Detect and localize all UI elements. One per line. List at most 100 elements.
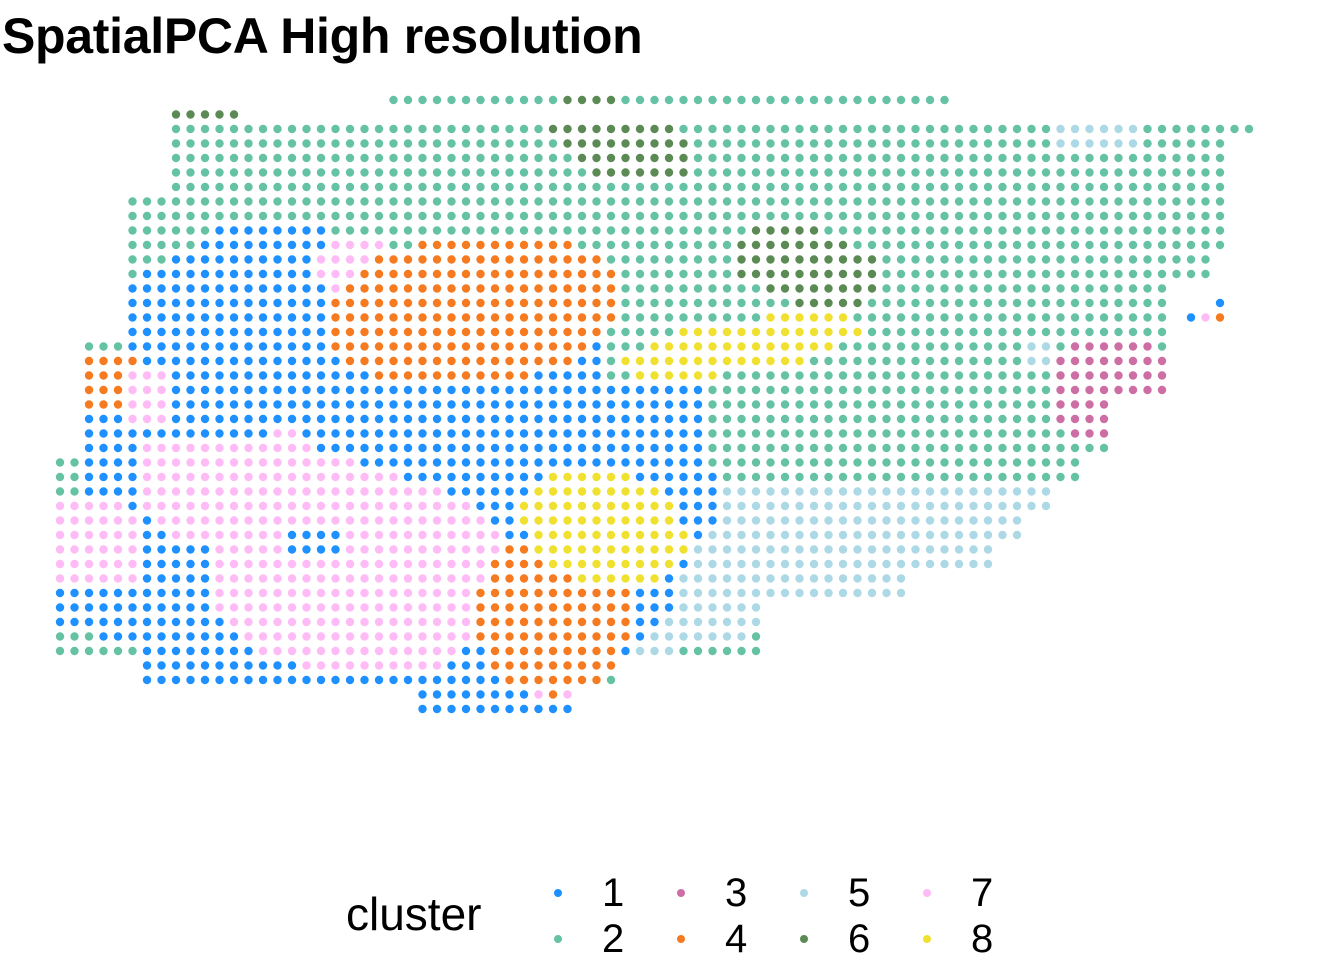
spot-cluster-1 xyxy=(519,400,529,409)
spot-cluster-7 xyxy=(258,632,268,641)
spot-cluster-1 xyxy=(606,414,616,424)
spot-cluster-2 xyxy=(896,429,906,438)
spot-cluster-7 xyxy=(55,501,65,511)
spot-cluster-2 xyxy=(476,168,485,177)
spot-cluster-2 xyxy=(142,255,152,264)
spot-cluster-2 xyxy=(809,124,819,134)
spot-cluster-4 xyxy=(447,342,456,351)
spot-cluster-7 xyxy=(244,487,253,496)
spot-cluster-5 xyxy=(766,545,775,554)
spot-cluster-7 xyxy=(200,472,210,482)
spot-cluster-1 xyxy=(461,690,471,699)
spot-cluster-3 xyxy=(1085,356,1094,366)
spot-cluster-2 xyxy=(954,414,964,424)
spot-cluster-2 xyxy=(1027,327,1036,337)
spot-cluster-4 xyxy=(548,240,558,250)
spot-cluster-1 xyxy=(708,501,717,511)
spot-cluster-2 xyxy=(1041,168,1051,177)
spot-cluster-4 xyxy=(432,342,442,351)
spot-cluster-2 xyxy=(461,139,471,148)
spot-cluster-1 xyxy=(650,458,659,467)
spot-cluster-4 xyxy=(84,385,94,395)
spot-cluster-7 xyxy=(345,240,355,250)
spot-cluster-2 xyxy=(490,197,500,206)
spot-cluster-1 xyxy=(693,429,703,438)
spot-cluster-5 xyxy=(983,559,993,569)
spot-cluster-4 xyxy=(563,327,572,337)
spot-cluster-7 xyxy=(447,545,456,554)
spot-cluster-7 xyxy=(258,516,268,525)
spot-cluster-2 xyxy=(1143,153,1152,163)
spot-cluster-1 xyxy=(490,472,500,482)
spot-cluster-4 xyxy=(563,298,572,308)
spot-cluster-1 xyxy=(157,661,166,670)
spot-cluster-7 xyxy=(447,588,456,598)
spot-cluster-2 xyxy=(287,211,297,221)
spot-cluster-2 xyxy=(809,385,819,395)
spot-cluster-1 xyxy=(476,646,485,656)
spot-cluster-7 xyxy=(302,501,311,511)
spot-cluster-4 xyxy=(490,603,500,612)
spot-cluster-2 xyxy=(766,472,775,482)
spot-cluster-2 xyxy=(867,313,877,322)
spot-cluster-7 xyxy=(200,458,210,467)
spot-cluster-4 xyxy=(490,327,500,337)
spot-cluster-2 xyxy=(1099,284,1109,293)
spot-cluster-1 xyxy=(490,400,500,409)
spot-cluster-5 xyxy=(882,545,891,554)
spot-cluster-2 xyxy=(838,139,848,148)
spot-cluster-2 xyxy=(418,153,427,163)
spot-cluster-2 xyxy=(1143,240,1152,250)
spot-cluster-8 xyxy=(548,516,558,525)
spot-cluster-8 xyxy=(621,501,630,511)
spot-cluster-2 xyxy=(838,168,848,177)
spot-cluster-1 xyxy=(577,414,587,424)
spot-cluster-7 xyxy=(128,400,137,409)
spot-cluster-2 xyxy=(374,226,384,235)
spot-cluster-4 xyxy=(490,342,500,351)
spot-cluster-1 xyxy=(374,400,384,409)
spot-cluster-7 xyxy=(360,530,369,540)
spot-cluster-2 xyxy=(824,197,833,206)
spot-cluster-5 xyxy=(940,516,949,525)
spot-cluster-2 xyxy=(534,168,543,177)
spot-cluster-2 xyxy=(708,255,717,264)
spot-cluster-4 xyxy=(476,240,485,250)
spot-cluster-4 xyxy=(534,313,543,322)
spot-cluster-4 xyxy=(577,327,587,337)
spot-cluster-8 xyxy=(635,545,645,554)
spot-cluster-7 xyxy=(302,559,311,569)
spot-cluster-1 xyxy=(113,588,123,598)
spot-cluster-2 xyxy=(592,197,601,206)
spot-cluster-2 xyxy=(1215,226,1225,235)
spot-cluster-5 xyxy=(940,545,949,554)
spot-cluster-4 xyxy=(505,588,514,598)
spot-cluster-4 xyxy=(418,284,427,293)
spot-cluster-8 xyxy=(693,342,703,351)
spot-cluster-2 xyxy=(737,139,746,148)
spot-cluster-1 xyxy=(374,675,384,685)
spot-cluster-2 xyxy=(838,226,848,235)
spot-cluster-7 xyxy=(403,632,413,641)
spot-cluster-2 xyxy=(679,211,688,221)
spot-cluster-4 xyxy=(548,356,558,366)
spot-cluster-4 xyxy=(389,356,398,366)
spot-cluster-2 xyxy=(403,153,413,163)
spot-cluster-2 xyxy=(128,197,137,206)
spot-cluster-1 xyxy=(592,429,601,438)
spot-cluster-1 xyxy=(490,516,500,525)
spot-cluster-4 xyxy=(432,255,442,264)
spot-cluster-1 xyxy=(287,269,297,279)
spot-cluster-2 xyxy=(824,153,833,163)
spot-cluster-5 xyxy=(1027,356,1036,366)
spot-cluster-1 xyxy=(302,226,311,235)
spot-cluster-5 xyxy=(853,516,862,525)
spot-cluster-2 xyxy=(650,226,659,235)
spot-cluster-7 xyxy=(70,516,79,525)
spot-cluster-2 xyxy=(969,284,978,293)
spot-cluster-6 xyxy=(795,284,804,293)
spot-cluster-4 xyxy=(432,313,442,322)
spot-cluster-7 xyxy=(418,530,427,540)
chart-title: SpatialPCA High resolution xyxy=(2,8,643,64)
spot-cluster-6 xyxy=(679,139,688,148)
